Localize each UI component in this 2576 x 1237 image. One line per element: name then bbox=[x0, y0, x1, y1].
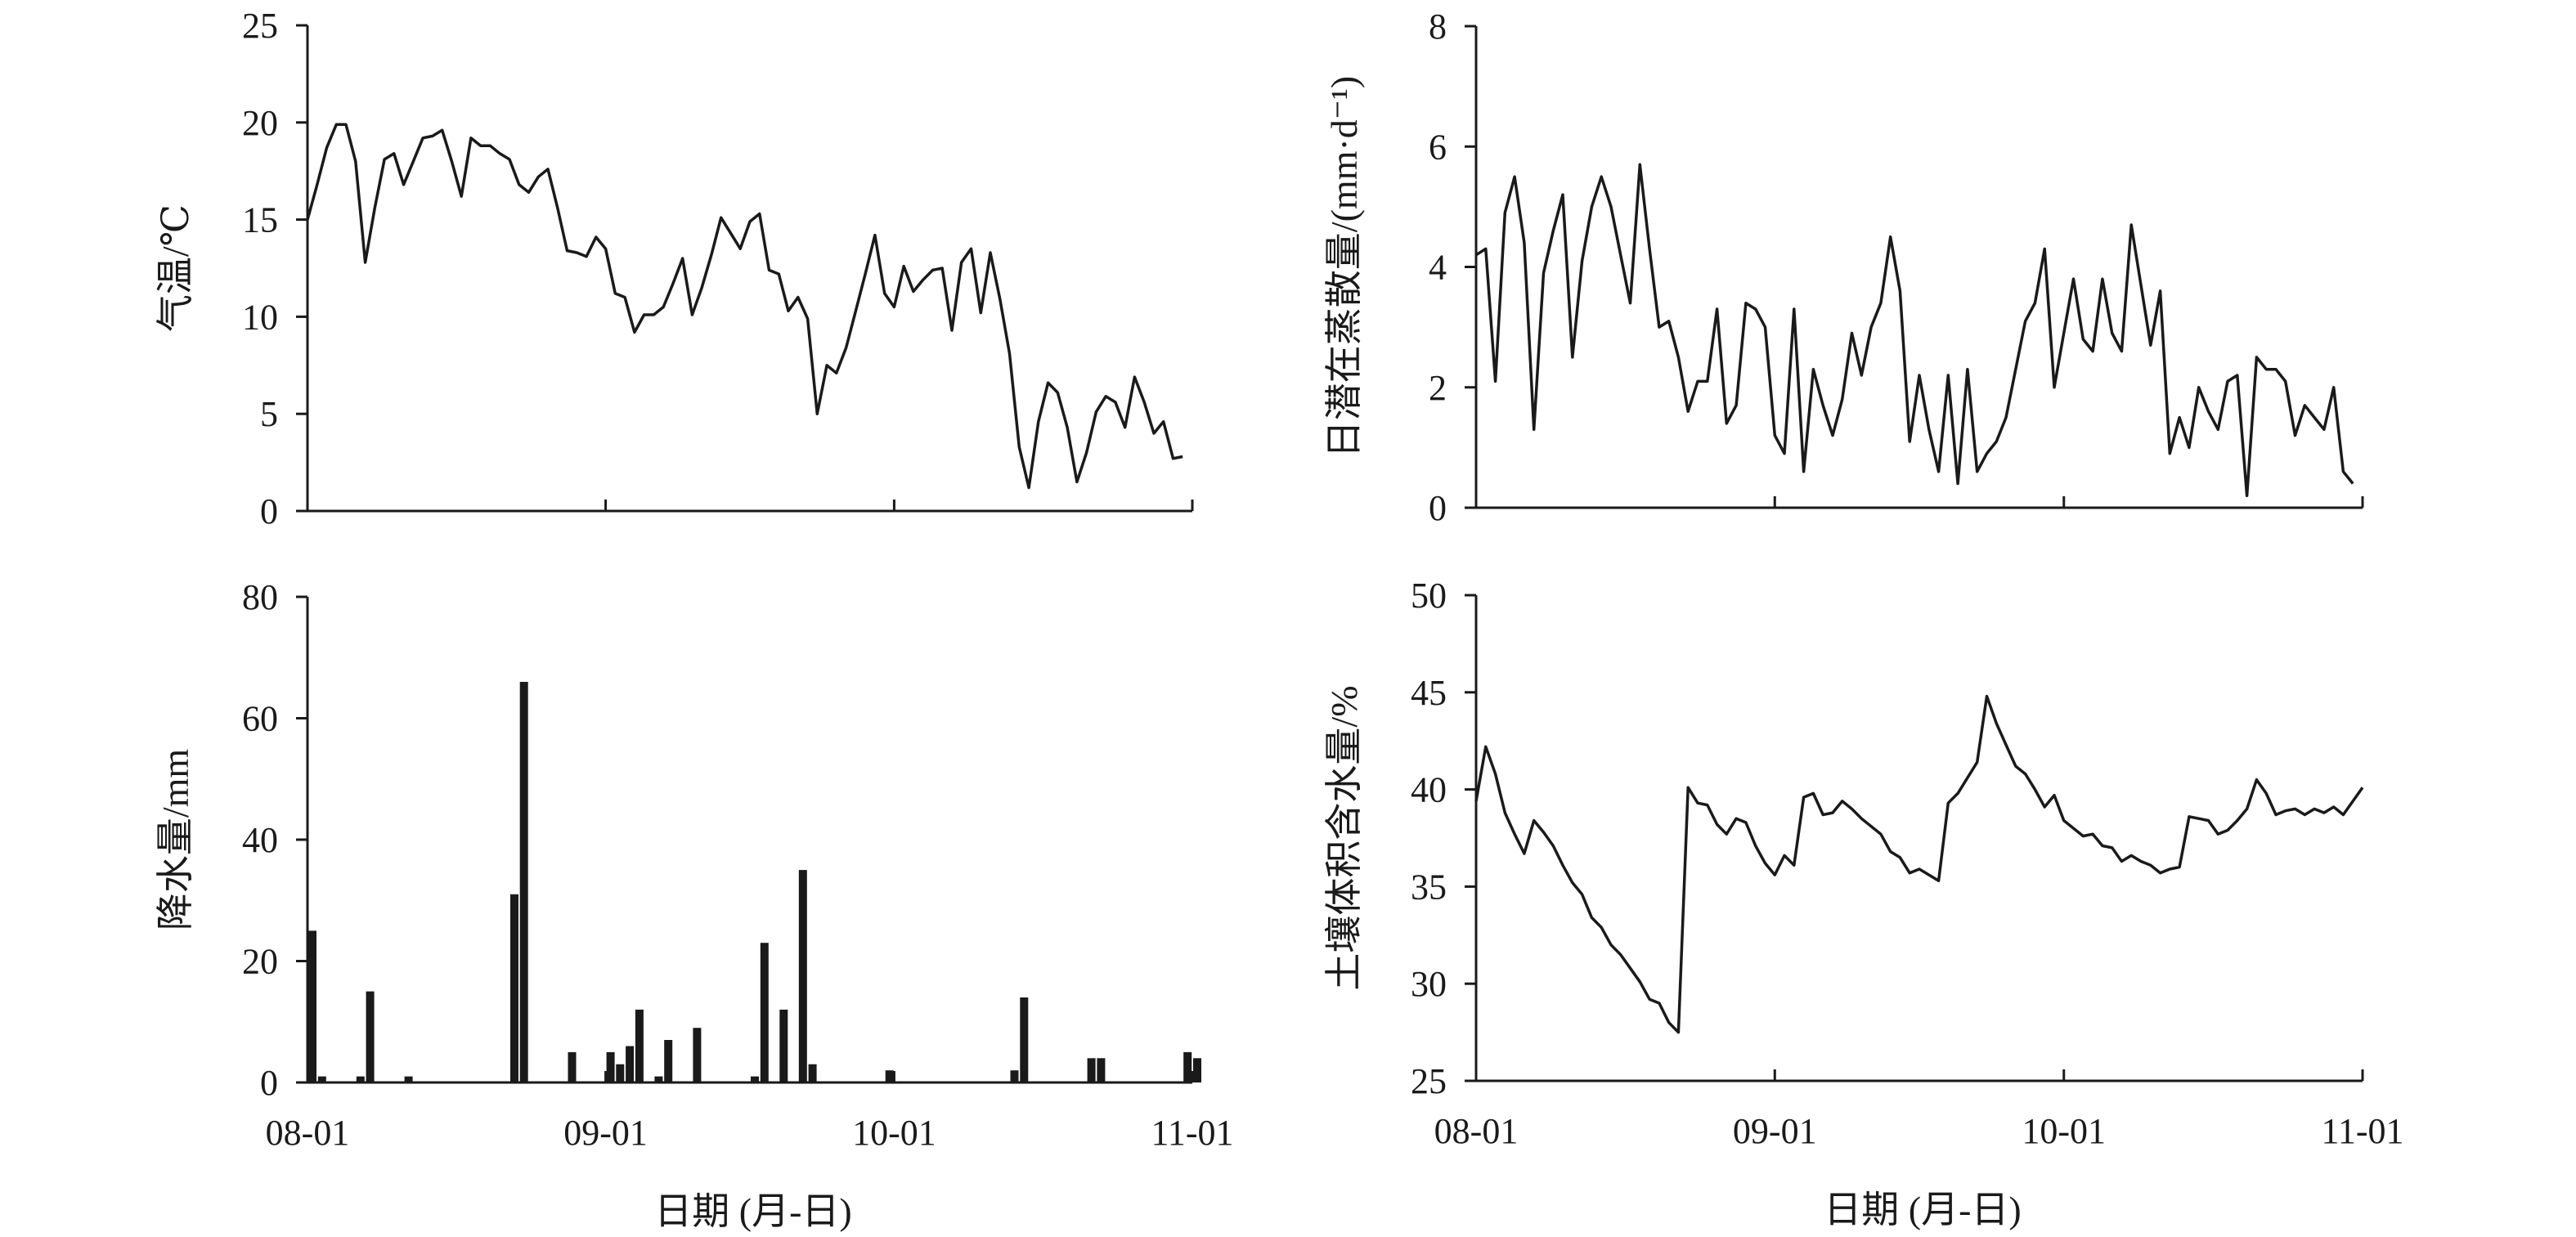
x-tick-label: 08-01 bbox=[266, 1113, 350, 1153]
bar bbox=[616, 1064, 625, 1082]
y-tick-label: 50 bbox=[1411, 576, 1447, 616]
y-tick-label: 40 bbox=[1411, 770, 1447, 810]
y-tick-label: 35 bbox=[1411, 867, 1447, 907]
y-tick-label: 0 bbox=[260, 491, 278, 531]
y-tick-label: 25 bbox=[242, 6, 278, 46]
y-tick-label: 6 bbox=[1429, 127, 1447, 167]
y-tick-label: 40 bbox=[242, 820, 278, 860]
y-tick-label: 10 bbox=[242, 297, 278, 337]
y-tick-label: 8 bbox=[1429, 7, 1447, 47]
bar bbox=[510, 894, 518, 1082]
y-tick-label: 2 bbox=[1429, 368, 1447, 408]
y-tick-label: 20 bbox=[242, 942, 278, 982]
x-tick-label: 09-01 bbox=[563, 1113, 648, 1153]
bar bbox=[568, 1051, 577, 1082]
bar bbox=[1020, 997, 1029, 1082]
x-tick-label: 11-01 bbox=[2321, 1111, 2403, 1151]
x-tick-label: 11-01 bbox=[1151, 1113, 1233, 1153]
y-tick-label: 45 bbox=[1411, 673, 1447, 713]
bar bbox=[635, 1009, 644, 1082]
x-tick-label: 09-01 bbox=[1733, 1111, 1817, 1151]
series-line bbox=[1474, 694, 2364, 1034]
bar bbox=[606, 1051, 615, 1082]
y-tick-label: 15 bbox=[242, 200, 278, 240]
y-tick-label: 0 bbox=[1429, 488, 1447, 528]
series-line bbox=[306, 123, 1183, 490]
bar bbox=[798, 870, 807, 1082]
bar bbox=[654, 1076, 663, 1082]
bar bbox=[693, 1028, 702, 1082]
x-axis-label: 日期 (月-日) bbox=[1824, 1189, 2021, 1230]
x-tick-label: 10-01 bbox=[2022, 1111, 2106, 1151]
bar bbox=[751, 1076, 759, 1082]
y-axis-label: 气温/℃ bbox=[155, 204, 196, 332]
y-axis-label: 土壤体积含水量/% bbox=[1323, 685, 1365, 990]
y-tick-label: 5 bbox=[260, 394, 278, 434]
bar bbox=[356, 1076, 365, 1082]
bar bbox=[1087, 1058, 1096, 1082]
x-axis-label: 日期 (月-日) bbox=[654, 1190, 851, 1232]
y-tick-label: 25 bbox=[1411, 1061, 1447, 1101]
y-tick-label: 0 bbox=[260, 1063, 278, 1103]
bar bbox=[404, 1076, 413, 1082]
y-tick-label: 80 bbox=[242, 577, 278, 617]
x-tick-label: 10-01 bbox=[852, 1113, 936, 1153]
bar bbox=[779, 1009, 788, 1082]
y-tick-label: 4 bbox=[1429, 248, 1447, 288]
bar bbox=[885, 1070, 894, 1082]
bar bbox=[1183, 1051, 1192, 1082]
bar bbox=[519, 682, 528, 1082]
bar bbox=[664, 1040, 673, 1082]
bar bbox=[1010, 1070, 1019, 1082]
y-axis-label: 日潜在蒸散量/(mm·d⁻¹) bbox=[1323, 76, 1365, 458]
bar bbox=[317, 1076, 326, 1082]
series-line bbox=[1475, 163, 2354, 498]
x-tick-label: 08-01 bbox=[1434, 1111, 1519, 1151]
bar bbox=[626, 1046, 635, 1082]
temperature-panel: 0 5 10 15 20 25 气温/℃ bbox=[155, 6, 1194, 531]
evapotranspiration-panel: 0 2 4 6 8 日潜在蒸散量/(mm·d⁻¹) bbox=[1323, 7, 2364, 528]
y-tick-label: 60 bbox=[242, 699, 278, 739]
y-tick-label: 20 bbox=[242, 103, 278, 143]
soil-moisture-panel: 25 30 35 40 45 50 08-01 09-01 10-01 11-01 土壤体积含水量/… bbox=[1323, 576, 2404, 1230]
bar bbox=[308, 930, 316, 1082]
bar bbox=[1193, 1058, 1201, 1082]
y-axis-label: 降水量/mm bbox=[155, 749, 196, 931]
bar bbox=[808, 1064, 817, 1082]
y-tick-label: 30 bbox=[1411, 964, 1447, 1004]
bar bbox=[760, 943, 769, 1082]
bar bbox=[1097, 1058, 1106, 1082]
precipitation-panel: 0 20 40 60 80 08-01 09-01 10-01 11-01 降水量/mm 日期 (月… bbox=[155, 577, 1234, 1232]
bar bbox=[366, 991, 375, 1082]
